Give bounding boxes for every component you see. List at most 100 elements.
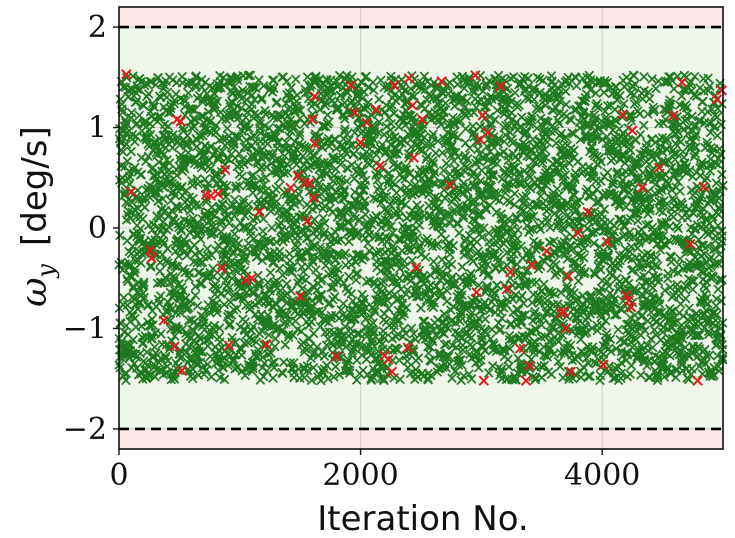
accepted-point <box>520 279 531 290</box>
accepted-point <box>187 373 198 384</box>
accepted-point <box>506 256 517 266</box>
accepted-point <box>712 112 723 122</box>
accepted-point <box>704 218 715 229</box>
accepted-point <box>616 368 626 379</box>
accepted-point <box>626 115 637 126</box>
accepted-point <box>200 174 210 185</box>
accepted-point <box>248 221 259 232</box>
accepted-point <box>270 341 280 352</box>
accepted-point <box>535 191 546 201</box>
accepted-point <box>580 267 590 277</box>
accepted-point <box>505 127 516 138</box>
accepted-point <box>431 281 442 291</box>
accepted-point <box>714 249 725 260</box>
accepted-point <box>262 139 273 149</box>
accepted-point <box>590 113 601 124</box>
accepted-point <box>322 75 332 85</box>
accepted-point <box>237 85 248 96</box>
accepted-point <box>218 80 229 90</box>
accepted-point <box>505 197 515 208</box>
accepted-point <box>467 277 478 287</box>
accepted-point <box>505 73 516 84</box>
accepted-point <box>421 273 431 283</box>
accepted-point <box>546 369 557 380</box>
accepted-point <box>512 234 523 244</box>
accepted-point <box>409 117 420 127</box>
accepted-point <box>251 83 261 93</box>
accepted-point <box>164 344 175 354</box>
accepted-point <box>661 217 671 228</box>
accepted-point <box>285 358 296 368</box>
accepted-point <box>647 342 658 353</box>
accepted-point <box>180 96 191 106</box>
accepted-point <box>704 81 715 92</box>
accepted-point <box>329 171 339 181</box>
accepted-point <box>480 345 490 356</box>
accepted-point <box>293 105 304 115</box>
accepted-point <box>201 365 212 375</box>
accepted-point <box>214 151 224 162</box>
accepted-point <box>274 278 284 289</box>
accepted-point <box>555 96 565 107</box>
accepted-point <box>596 156 606 167</box>
accepted-point <box>517 253 528 263</box>
accepted-point <box>438 165 449 176</box>
accepted-point <box>516 241 526 252</box>
accepted-point <box>413 353 424 363</box>
accepted-point <box>131 212 142 222</box>
accepted-point <box>282 76 292 87</box>
accepted-point <box>287 262 298 273</box>
accepted-point <box>549 236 559 246</box>
accepted-point <box>660 200 670 211</box>
accepted-point <box>307 255 318 265</box>
accepted-point <box>464 143 475 153</box>
accepted-point <box>589 267 600 278</box>
accepted-point <box>639 71 649 82</box>
accepted-point <box>665 99 676 110</box>
accepted-point <box>553 356 564 367</box>
accepted-point <box>418 316 428 327</box>
accepted-point <box>412 284 423 294</box>
accepted-point <box>209 228 219 239</box>
accepted-point <box>339 194 349 204</box>
accepted-point <box>342 357 353 368</box>
accepted-point <box>136 258 146 268</box>
accepted-point <box>666 306 677 317</box>
accepted-point <box>217 198 228 209</box>
accepted-point <box>344 236 354 247</box>
accepted-point <box>352 268 363 279</box>
accepted-point <box>171 307 182 318</box>
accepted-point <box>163 356 173 366</box>
accepted-point <box>134 73 145 84</box>
accepted-point <box>416 78 427 89</box>
accepted-point <box>218 362 229 373</box>
accepted-point <box>308 348 319 358</box>
accepted-point <box>695 192 706 203</box>
accepted-point <box>258 213 269 224</box>
accepted-point <box>240 255 250 266</box>
accepted-point <box>178 285 188 296</box>
accepted-point <box>458 210 469 221</box>
accepted-point <box>176 226 187 236</box>
accepted-point <box>440 98 451 108</box>
accepted-point <box>335 222 345 233</box>
accepted-point <box>523 179 533 190</box>
accepted-point <box>319 351 330 361</box>
accepted-point <box>589 238 599 249</box>
accepted-point <box>305 304 316 314</box>
accepted-point <box>579 268 589 279</box>
accepted-point <box>424 164 435 175</box>
accepted-point <box>399 86 410 96</box>
accepted-point <box>284 88 295 98</box>
accepted-point <box>560 86 571 97</box>
accepted-point <box>449 280 460 291</box>
accepted-point <box>653 308 664 318</box>
accepted-point <box>667 185 677 195</box>
accepted-point <box>710 320 721 331</box>
accepted-point <box>606 189 617 200</box>
accepted-point <box>200 211 210 222</box>
accepted-point <box>170 331 180 341</box>
accepted-point <box>466 332 477 343</box>
accepted-point <box>654 299 665 309</box>
accepted-point <box>663 341 674 352</box>
